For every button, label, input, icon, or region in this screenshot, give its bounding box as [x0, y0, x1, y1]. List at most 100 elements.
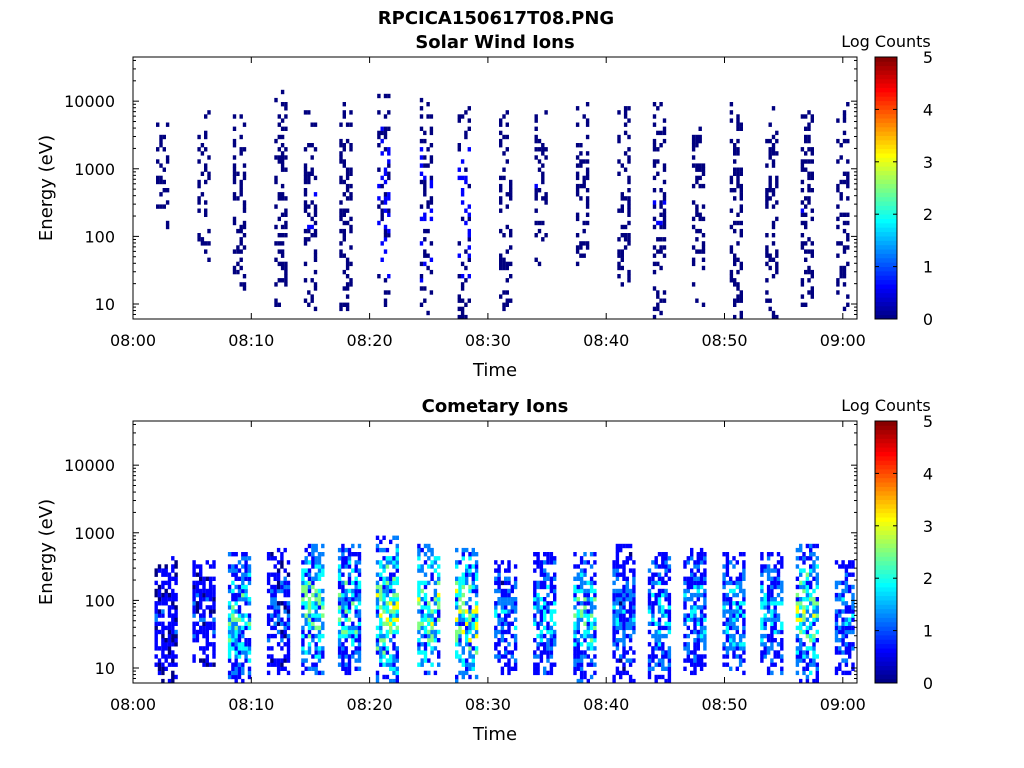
heatmap-cell — [157, 592, 162, 598]
heatmap-cell — [244, 564, 248, 569]
heatmap-cell — [656, 147, 660, 152]
heatmap-cell — [241, 597, 245, 602]
heatmap-cell — [277, 155, 281, 160]
heatmap-cell — [844, 584, 849, 590]
heatmap-cell — [627, 196, 631, 201]
heatmap-cell — [632, 568, 636, 573]
heatmap-cell — [593, 654, 597, 659]
heatmap-cell — [836, 138, 840, 144]
heatmap-cell — [667, 621, 672, 626]
heatmap-cell — [341, 625, 345, 631]
heatmap-cell — [696, 580, 700, 586]
heatmap-cell — [461, 609, 465, 614]
heatmap-cell — [380, 151, 384, 156]
heatmap-cell — [760, 625, 764, 631]
heatmap-cell — [317, 572, 322, 577]
heatmap-cell — [382, 568, 386, 573]
heatmap-cell — [419, 204, 424, 209]
heatmap-cell — [379, 633, 383, 639]
heatmap-cell — [763, 613, 767, 618]
heatmap-cell — [544, 155, 548, 160]
heatmap-cell — [539, 658, 544, 663]
heatmap-cell — [536, 625, 540, 631]
heatmap-cell — [202, 633, 206, 639]
heatmap-cell — [775, 200, 779, 205]
heatmap-cell — [395, 543, 399, 549]
heatmap-cell — [232, 163, 237, 168]
heatmap-cell — [701, 183, 706, 189]
heatmap-cell — [161, 609, 165, 614]
heatmap-cell — [699, 556, 704, 561]
heatmap-cell — [579, 163, 583, 168]
heatmap-cell — [802, 552, 806, 557]
heatmap-cell — [314, 625, 318, 631]
heatmap-cell — [244, 625, 248, 631]
panel-title: Solar Wind Ions — [415, 32, 574, 53]
heatmap-cell — [284, 208, 288, 213]
heatmap-cell — [795, 633, 800, 639]
heatmap-cell — [842, 212, 847, 217]
heatmap-cell — [632, 678, 636, 684]
heatmap-cell — [585, 212, 590, 217]
heatmap-cell — [735, 629, 739, 635]
heatmap-cell — [661, 576, 665, 581]
heatmap-cell — [513, 666, 518, 671]
heatmap-cell — [417, 621, 421, 626]
heatmap-cell — [770, 580, 774, 586]
heatmap-cell — [274, 179, 278, 185]
heatmap-cell — [237, 584, 242, 590]
heatmap-cell — [467, 118, 471, 123]
heatmap-cell — [342, 159, 346, 164]
heatmap-cell — [427, 609, 431, 614]
heatmap-cell — [664, 650, 668, 655]
heatmap-cell — [583, 568, 587, 573]
heatmap-cell — [237, 662, 242, 667]
heatmap-cell — [771, 314, 776, 320]
heatmap-cell — [244, 658, 248, 663]
heatmap-cell — [389, 597, 393, 602]
heatmap-cell — [722, 592, 726, 598]
heatmap-cell — [237, 592, 242, 598]
heatmap-cell — [662, 118, 667, 123]
heatmap-cell — [307, 580, 312, 586]
heatmap-cell — [699, 552, 704, 557]
heatmap-cell — [341, 560, 345, 565]
heatmap-cell — [579, 151, 583, 156]
heatmap-cell — [543, 584, 547, 590]
heatmap-cell — [732, 588, 736, 594]
heatmap-cell — [739, 310, 743, 316]
heatmap-cell — [204, 134, 208, 140]
heatmap-cell — [691, 282, 696, 287]
heatmap-cell — [583, 605, 587, 610]
heatmap-cell — [807, 249, 811, 254]
heatmap-cell — [395, 646, 399, 651]
heatmap-cell — [192, 588, 196, 594]
heatmap-cell — [437, 564, 441, 569]
heatmap-cell — [507, 642, 511, 647]
heatmap-cell — [573, 588, 577, 594]
heatmap-cell — [307, 588, 312, 594]
heatmap-cell — [379, 564, 383, 569]
heatmap-cell — [237, 629, 242, 635]
heatmap-cell — [499, 294, 503, 299]
heatmap-cell — [161, 625, 165, 631]
colorbar-frame — [874, 56, 898, 320]
heatmap-cell — [344, 650, 348, 655]
heatmap-cell — [773, 613, 777, 618]
heatmap-cell — [546, 576, 550, 581]
heatmap-cell — [507, 613, 511, 618]
heatmap-cell — [664, 597, 668, 602]
heatmap-cell — [657, 609, 662, 614]
heatmap-cell — [497, 576, 501, 581]
heatmap-cell — [341, 629, 345, 635]
heatmap-cell — [171, 642, 175, 647]
heatmap-cell — [311, 613, 315, 618]
heatmap-cell — [208, 564, 213, 569]
heatmap-cell — [507, 662, 511, 667]
heatmap-cell — [468, 605, 472, 610]
heatmap-cell — [844, 670, 849, 676]
heatmap-cell — [382, 564, 386, 569]
heatmap-cell — [419, 241, 424, 246]
heatmap-cell — [417, 568, 421, 573]
